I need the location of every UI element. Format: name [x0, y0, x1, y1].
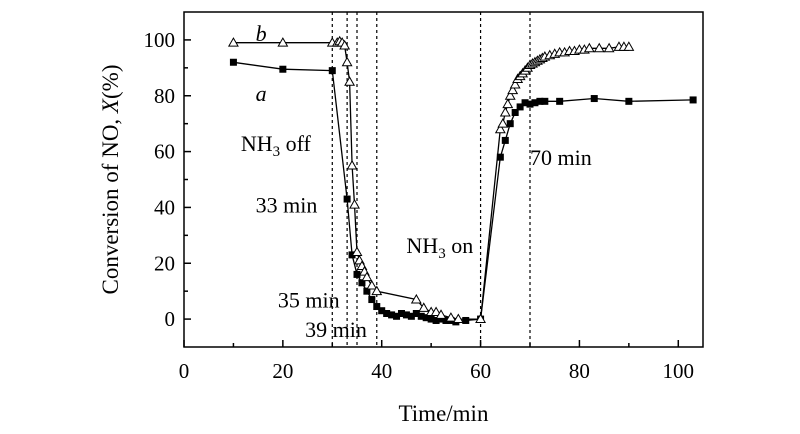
y-tick-label: 80 [154, 84, 175, 108]
series-b-point [445, 312, 457, 322]
series-a-point [590, 95, 598, 103]
series-a-point [442, 316, 450, 324]
series-b-point [452, 313, 464, 324]
series-a-point [388, 311, 396, 319]
series-b-point [346, 159, 358, 170]
annotation-label-a: a [256, 81, 267, 106]
y-tick-label: 0 [165, 307, 176, 331]
series-a-point [427, 315, 435, 323]
series-a-point [689, 96, 697, 104]
y-tick-label: 100 [144, 28, 176, 52]
series-b-point [277, 37, 289, 47]
x-tick-label: 60 [470, 359, 491, 383]
annotation-label-b: b [256, 21, 267, 46]
series-b-point [339, 39, 351, 50]
series-b-point [361, 271, 373, 282]
annotation-min-39: 39 min [305, 317, 367, 342]
series-a-point [407, 312, 415, 320]
series-a-point [373, 303, 381, 311]
series-a-point [402, 311, 410, 319]
series-a-point [412, 310, 420, 317]
x-tick-label: 80 [569, 359, 590, 383]
series-a-point [531, 99, 539, 107]
annotation-nh3-on: NH3 on [406, 233, 473, 262]
guide-lines [331, 12, 531, 347]
annotation-min-33: 33 min [256, 193, 318, 218]
series-a-point [229, 58, 237, 66]
series-a-point [393, 312, 401, 320]
y-tick-label: 20 [154, 251, 175, 275]
series-a-point [343, 195, 351, 203]
plot-frame [183, 11, 704, 348]
x-tick-label: 100 [663, 359, 695, 383]
series-b-point [341, 56, 353, 67]
series-a-point [536, 97, 544, 105]
series-a-point [541, 97, 549, 105]
series-a-point [462, 316, 470, 324]
series-a-point [556, 97, 564, 105]
series-b-point [227, 37, 239, 47]
x-axis-label: Time/min [399, 401, 489, 426]
series-a-point [378, 307, 386, 315]
annotations: b a NH3 off 33 min NH3 on 35 min 39 min 70 min [241, 21, 592, 342]
axes: 0 20 40 60 80 100 0 20 40 60 80 100 [144, 11, 704, 383]
series-b-point [497, 118, 509, 128]
series-a-point [526, 100, 534, 108]
x-tick-label: 20 [272, 359, 293, 383]
series-a-point [501, 136, 509, 144]
y-tick-label: 60 [154, 140, 175, 164]
series-a-point [279, 65, 287, 73]
series-b-point [344, 76, 356, 86]
series-a-point [625, 97, 633, 105]
series-b-point [583, 42, 595, 53]
series-a-point [432, 316, 440, 324]
series-b-point [603, 42, 615, 53]
y-tick-label: 40 [154, 195, 175, 219]
series-b-line [233, 40, 629, 320]
y-axis-label: Conversion of NO, X(%) [98, 65, 123, 295]
series-b-point [349, 199, 360, 209]
series-a-point [506, 120, 514, 128]
series-a-point [328, 67, 336, 75]
annotation-nh3-off: NH3 off [241, 131, 312, 160]
annotation-min-70: 70 min [530, 145, 592, 170]
series-b-point [499, 106, 511, 117]
series-b-point [435, 309, 447, 319]
series-a-point [353, 270, 361, 278]
series-b-point [410, 293, 422, 304]
series-a-point [422, 314, 430, 322]
series-a-point [437, 315, 445, 323]
series-a-point [383, 310, 391, 317]
series-b-point [509, 78, 521, 89]
series-b-point [371, 285, 383, 296]
series-a-point [358, 279, 366, 287]
annotation-min-35: 35 min [278, 288, 340, 313]
series-a-point [496, 153, 504, 161]
series-b-point [502, 98, 514, 109]
series-b-point [475, 313, 487, 324]
series-a-point [363, 287, 371, 295]
series-b-point [507, 84, 519, 95]
series-b-point [504, 90, 516, 100]
series-a-point [397, 310, 405, 317]
series-b-point [593, 42, 605, 53]
series-a-point [368, 296, 376, 304]
series-b-point [430, 306, 442, 317]
series-a-point [511, 109, 519, 116]
series-a-point [348, 251, 356, 259]
x-tick-label: 40 [371, 359, 392, 383]
series-a-point [516, 103, 524, 111]
series-b [227, 35, 635, 324]
series-a-point [417, 312, 425, 320]
series-a-point [521, 99, 529, 107]
x-tick-label: 0 [179, 359, 190, 383]
series-layer [227, 35, 697, 326]
series-b-point [623, 41, 635, 51]
series-b-point [418, 302, 430, 312]
series-b-point [494, 123, 506, 134]
series-b-point [366, 279, 378, 290]
series-b-point [351, 246, 363, 257]
